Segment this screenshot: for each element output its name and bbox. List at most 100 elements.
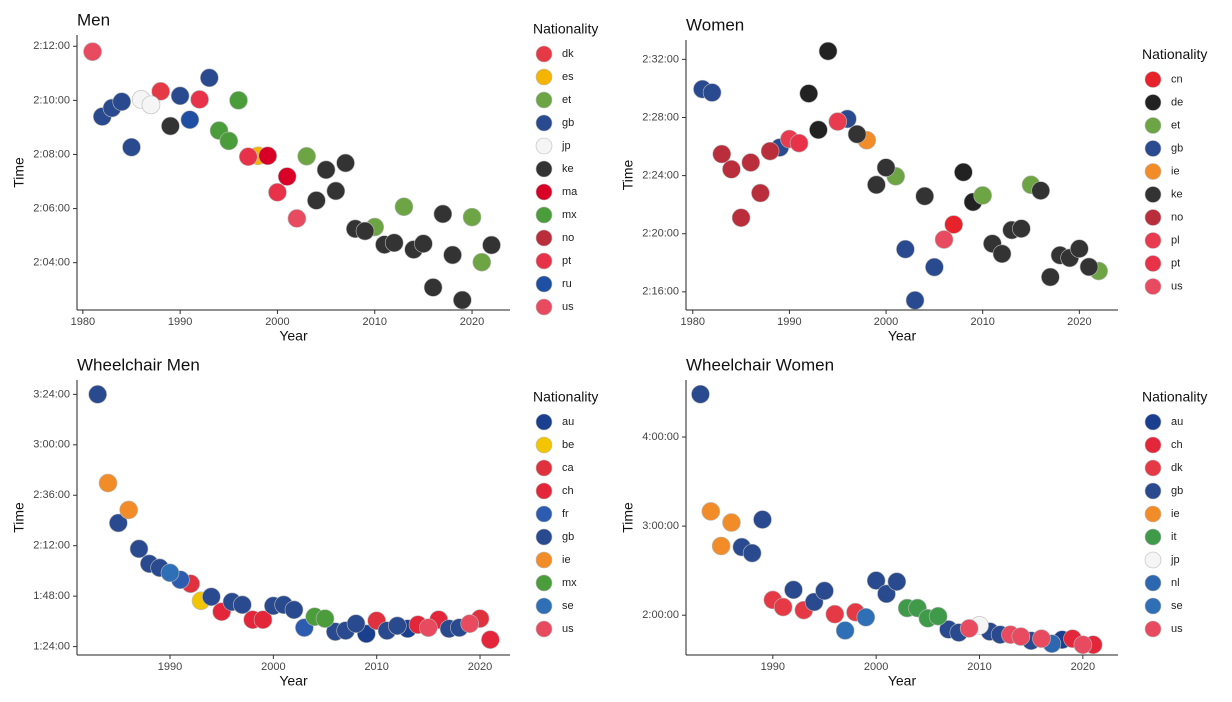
y-tick-label: 3:00:00 [642,520,679,532]
legend-swatch [1144,597,1162,615]
flag-point [433,204,453,224]
legend-swatch [535,206,553,224]
flag-point [88,385,107,404]
flag-point [825,604,845,624]
legend-swatch [1144,255,1162,272]
legend-swatch [535,597,553,615]
legend-label: de [1171,96,1183,108]
flag-point [462,207,482,227]
flag-point [394,197,414,217]
flag-point [1032,629,1051,648]
legend-swatch [535,45,553,63]
legend-label: cn [1171,73,1183,85]
flag-point [384,233,404,253]
x-tick-label: 2000 [864,661,888,673]
legend-label: us [1171,623,1183,635]
flag-point [944,215,964,234]
x-tick-label: 1980 [681,316,705,328]
legend-label: no [1171,211,1183,223]
panel: Wheelchair Men 1:24:00 1:48:00 2:12:00 2:36:… [11,355,599,688]
legend-swatch [535,298,553,316]
legend-swatch [535,275,553,293]
y-axis-title: Time [11,157,27,188]
flag-point [122,137,141,157]
legend-swatch [535,620,553,638]
flag-point [219,131,239,151]
x-axis-title: Year [279,328,308,344]
legend-label: ch [562,485,574,497]
legend-label: ca [562,462,575,474]
flag-point [160,563,180,583]
flag-point [915,186,935,206]
flag-point [959,619,979,638]
x-tick-label: 1980 [71,316,95,328]
legend-swatch [535,183,553,201]
legend-label: ie [562,554,571,566]
legend-swatch [535,482,553,500]
flag-point [799,84,819,103]
flag-point [238,147,258,167]
legend-swatch [1144,71,1162,88]
legend-label: mx [562,209,577,221]
panel: Wheelchair Women 2:00:00 3:00:00 4:00:00 199… [620,355,1208,688]
flag-point [722,160,741,179]
flag-point [847,124,867,144]
flag-point [83,42,102,61]
flag-point [161,116,180,136]
flag-point [316,160,336,180]
y-tick-label: 3:24:00 [33,388,70,400]
legend-swatch [535,68,553,86]
legend-swatch [1144,209,1162,226]
legend-label: us [562,623,574,635]
panel-title: Wheelchair Women [686,355,834,374]
x-tick-label: 1990 [158,661,182,673]
legend-title: Nationality [533,21,598,37]
legend-label: gb [562,531,574,543]
flag-point [297,146,316,166]
flag-point [336,153,355,173]
y-tick-label: 1:48:00 [33,590,70,602]
legend-swatch [535,114,553,132]
legend-swatch [535,551,553,569]
flag-point [1079,257,1099,277]
flag-point [109,513,128,533]
x-tick-label: 2010 [967,661,991,673]
flag-point [973,186,992,205]
flag-point [691,384,710,404]
flag-point [876,158,896,177]
legend-swatch [1144,413,1162,431]
panel-title: Women [686,15,744,34]
flag-point [1070,239,1089,259]
flag-point [742,543,762,563]
flag-point [482,235,501,255]
flag-point [233,595,252,615]
legend-title: Nationality [533,389,598,405]
flag-point [414,234,433,254]
flag-point [151,82,170,101]
flag-point [741,153,761,172]
flag-point [954,162,973,182]
flag-point [731,208,751,228]
legend-label: au [562,416,574,428]
legend-label: dk [1171,462,1183,474]
flag-point [905,291,925,310]
x-tick-label: 2000 [874,316,898,328]
flag-point [866,571,886,590]
legend-label: fr [562,508,569,520]
legend-label: pt [562,255,571,267]
x-tick-label: 2020 [468,661,492,673]
x-axis-title: Year [888,328,917,344]
legend-swatch [1144,620,1162,638]
flag-point [229,91,248,110]
flag-point [877,584,896,604]
legend-label: ma [562,186,578,198]
x-tick-label: 2020 [460,316,484,328]
x-tick-label: 2010 [364,661,388,673]
flag-point [784,580,803,600]
legend-swatch [1144,117,1162,134]
y-tick-label: 2:12:00 [33,40,70,52]
y-axis-title: Time [620,159,636,190]
flag-point [835,621,855,640]
legend-label: pl [1171,234,1180,246]
y-tick-label: 2:00:00 [642,609,679,621]
